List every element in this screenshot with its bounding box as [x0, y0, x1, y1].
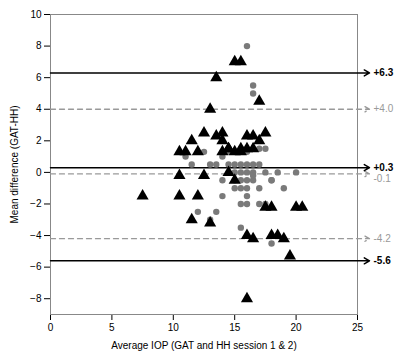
svg-text:−6: −6 [30, 261, 42, 272]
svg-text:15: 15 [229, 322, 241, 333]
svg-text:-5.6: -5.6 [374, 255, 392, 266]
svg-text:0: 0 [48, 322, 54, 333]
svg-text:20: 20 [291, 322, 303, 333]
svg-text:Average IOP (GAT and HH sessio: Average IOP (GAT and HH session 1 & 2) [111, 340, 296, 351]
svg-text:-4.2: -4.2 [374, 233, 392, 244]
svg-text:−4: −4 [30, 230, 42, 241]
svg-text:−8: −8 [30, 293, 42, 304]
svg-text:10: 10 [30, 9, 42, 20]
svg-text:Mean difference (GAT-HH): Mean difference (GAT-HH) [9, 105, 20, 223]
svg-text:8: 8 [36, 40, 42, 51]
svg-text:+4.0: +4.0 [374, 103, 394, 114]
svg-text:25: 25 [352, 322, 364, 333]
svg-text:-0.1: -0.1 [374, 173, 392, 184]
svg-text:+0.3: +0.3 [374, 162, 394, 173]
svg-text:4: 4 [36, 103, 42, 114]
svg-text:+6.3: +6.3 [374, 67, 394, 78]
svg-text:5: 5 [109, 322, 115, 333]
svg-text:6: 6 [36, 72, 42, 83]
svg-text:0: 0 [36, 167, 42, 178]
svg-text:10: 10 [168, 322, 180, 333]
svg-text:−2: −2 [30, 198, 42, 209]
svg-text:2: 2 [36, 135, 42, 146]
